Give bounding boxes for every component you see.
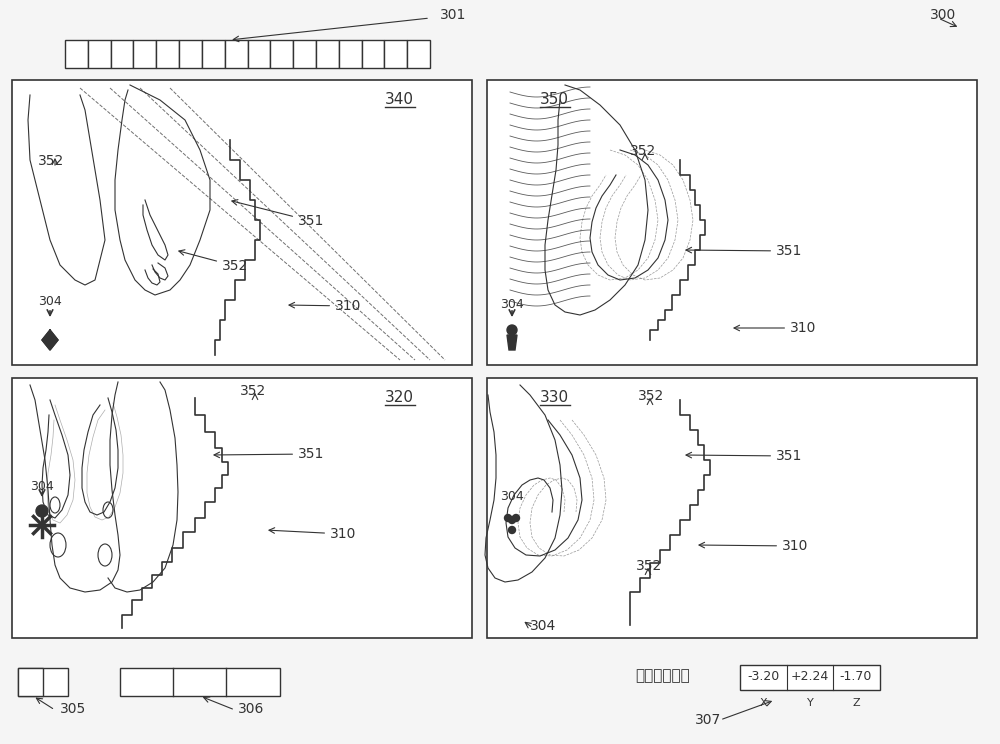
Bar xyxy=(225,40,248,68)
Bar xyxy=(740,665,880,690)
Circle shape xyxy=(509,516,516,524)
Bar xyxy=(384,40,407,68)
Text: -3.20: -3.20 xyxy=(747,670,779,684)
Text: 304: 304 xyxy=(30,480,54,493)
Text: 352: 352 xyxy=(638,389,664,403)
Text: 304: 304 xyxy=(500,490,524,503)
Text: 340: 340 xyxy=(385,92,414,107)
Text: 304: 304 xyxy=(530,619,556,633)
Text: 351: 351 xyxy=(686,449,802,463)
Bar xyxy=(293,40,316,68)
Text: Z: Z xyxy=(852,698,860,708)
Text: 治疗床移位：: 治疗床移位： xyxy=(635,668,690,683)
Circle shape xyxy=(507,325,517,335)
Text: 310: 310 xyxy=(289,299,361,313)
Bar xyxy=(202,40,225,68)
Bar xyxy=(487,80,977,365)
Text: 351: 351 xyxy=(214,447,324,461)
Text: 320: 320 xyxy=(385,391,414,405)
Circle shape xyxy=(505,515,512,522)
Text: X: X xyxy=(759,698,767,708)
Bar xyxy=(12,80,472,365)
Text: 301: 301 xyxy=(440,8,466,22)
Text: 351: 351 xyxy=(686,244,802,258)
Bar xyxy=(18,668,43,696)
Text: 307: 307 xyxy=(695,713,721,727)
Text: 350: 350 xyxy=(540,92,569,107)
Text: 304: 304 xyxy=(500,298,524,311)
Bar xyxy=(18,668,68,696)
Text: 351: 351 xyxy=(232,199,324,228)
Text: Y: Y xyxy=(807,698,813,708)
Bar xyxy=(179,40,202,68)
Bar xyxy=(362,40,384,68)
Text: 352: 352 xyxy=(636,559,662,573)
Bar xyxy=(339,40,362,68)
Bar xyxy=(248,40,270,68)
Text: 310: 310 xyxy=(699,539,808,553)
Text: 306: 306 xyxy=(238,702,264,716)
Polygon shape xyxy=(507,335,517,350)
Text: -1.70: -1.70 xyxy=(840,670,872,684)
Text: 352: 352 xyxy=(240,384,266,398)
Circle shape xyxy=(512,515,520,522)
Text: 310: 310 xyxy=(734,321,816,335)
Text: 304: 304 xyxy=(38,295,62,308)
Text: 300: 300 xyxy=(930,8,956,22)
Text: 330: 330 xyxy=(540,391,569,405)
Text: 305: 305 xyxy=(60,702,86,716)
Bar xyxy=(270,40,293,68)
Bar xyxy=(120,668,280,696)
Polygon shape xyxy=(42,330,58,350)
Bar xyxy=(65,40,88,68)
Circle shape xyxy=(509,527,516,533)
Text: 352: 352 xyxy=(630,144,656,158)
Bar xyxy=(407,40,430,68)
Text: 310: 310 xyxy=(269,527,356,541)
Bar xyxy=(12,378,472,638)
Circle shape xyxy=(36,505,48,517)
Text: +2.24: +2.24 xyxy=(791,670,829,684)
Bar xyxy=(111,40,133,68)
Bar xyxy=(156,40,179,68)
Bar xyxy=(487,378,977,638)
Text: 352: 352 xyxy=(38,154,64,168)
Bar xyxy=(316,40,339,68)
Bar xyxy=(133,40,156,68)
Bar xyxy=(88,40,111,68)
Text: 352: 352 xyxy=(179,250,248,273)
